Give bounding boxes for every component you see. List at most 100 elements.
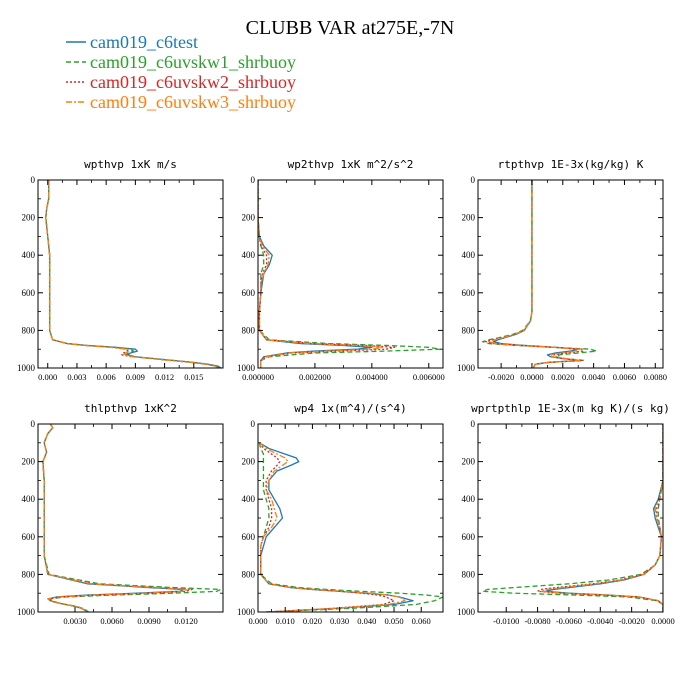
- y-tick-label: 400: [22, 494, 36, 504]
- y-tick-label: 400: [462, 494, 476, 504]
- series-line: [42, 424, 188, 612]
- x-tick-label: 0.009: [126, 372, 145, 382]
- y-tick-label: 800: [242, 325, 256, 335]
- panel-title: wp2thvp 1xK m^2/s^2: [288, 158, 414, 171]
- legend-entry: cam019_c6uvskw2_shrbuoy: [66, 72, 296, 92]
- legend-label: cam019_c6uvskw1_shrbuoy: [90, 52, 296, 72]
- legend-entry: cam019_c6uvskw1_shrbuoy: [66, 52, 296, 72]
- x-tick-label: 0.0000: [651, 616, 674, 626]
- x-tick-label: -0.0040: [587, 616, 613, 626]
- y-tick-label: 0: [251, 419, 256, 429]
- y-tick-label: 800: [462, 325, 476, 335]
- y-tick-label: 600: [242, 288, 256, 298]
- panel-title: thlpthvp 1xK^2: [84, 402, 177, 415]
- series-group: [42, 424, 222, 612]
- y-tick-label: 1000: [457, 607, 476, 617]
- x-tick-label: 0.002000: [299, 372, 331, 382]
- x-tick-label: 0.012: [155, 372, 174, 382]
- legend: cam019_c6testcam019_c6uvskw1_shrbuoycam0…: [66, 32, 296, 112]
- x-tick-label: 0.020: [303, 616, 322, 626]
- panel-title: wprtpthlp 1E-3x(m kg K)/(s kg): [471, 402, 670, 415]
- x-tick-label: -0.0080: [524, 616, 550, 626]
- y-tick-label: 200: [242, 457, 256, 467]
- panel: wprtpthlp 1E-3x(m kg K)/(s kg) 0 200 400 600…: [457, 402, 675, 626]
- y-tick-label: 400: [242, 494, 256, 504]
- x-tick-label: 0.0020: [551, 372, 574, 382]
- x-tick-label: 0.060: [412, 616, 431, 626]
- x-tick-label: 0.050: [384, 616, 403, 626]
- y-tick-label: 200: [22, 213, 36, 223]
- figure-title: CLUBB VAR at275E,-7N: [246, 17, 455, 39]
- y-tick-label: 0: [31, 175, 36, 185]
- panel-title: rtpthvp 1E-3x(kg/kg) K: [498, 158, 644, 171]
- series-group: [482, 424, 663, 612]
- y-tick-label: 400: [462, 250, 476, 260]
- y-tick-label: 200: [22, 457, 36, 467]
- x-tick-label: 0.006: [97, 372, 116, 382]
- y-tick-label: 400: [242, 250, 256, 260]
- series-line: [258, 180, 384, 368]
- series-line: [258, 442, 406, 612]
- legend-label: cam019_c6test: [90, 32, 198, 52]
- y-tick-label: 200: [242, 213, 256, 223]
- y-tick-label: 600: [242, 532, 256, 542]
- y-tick-label: 800: [462, 569, 476, 579]
- x-tick-label: 0.0060: [100, 616, 123, 626]
- y-tick-label: 800: [242, 569, 256, 579]
- x-tick-label: 0.000: [248, 616, 267, 626]
- x-tick-label: 0.0080: [644, 372, 667, 382]
- x-tick-label: 0.004000: [356, 372, 388, 382]
- x-tick-label: 0.0060: [613, 372, 636, 382]
- panel: rtpthvp 1E-3x(kg/kg) K 0 200 400 600 800 1000 -…: [457, 158, 667, 382]
- y-tick-label: 1000: [237, 607, 256, 617]
- y-tick-label: 1000: [237, 363, 256, 373]
- x-tick-label: 0.0120: [174, 616, 197, 626]
- series-group: [481, 180, 598, 368]
- y-tick-label: 200: [462, 213, 476, 223]
- series-group: [258, 442, 443, 612]
- y-tick-label: 0: [471, 419, 476, 429]
- x-tick-label: 0.030: [330, 616, 349, 626]
- x-tick-label: 0.0040: [582, 372, 605, 382]
- panel: thlpthvp 1xK^2 0 200 400 600 800 1000 0.0030 0.0…: [17, 402, 224, 626]
- x-tick-label: 0.000: [38, 372, 57, 382]
- y-tick-label: 1000: [457, 363, 476, 373]
- legend-label: cam019_c6uvskw2_shrbuoy: [90, 72, 296, 92]
- y-tick-label: 800: [22, 325, 36, 335]
- x-tick-label: 0.015: [184, 372, 203, 382]
- y-tick-label: 800: [22, 569, 36, 579]
- series-line: [45, 180, 219, 368]
- y-tick-label: 0: [471, 175, 476, 185]
- x-tick-label: 0.0000: [520, 372, 543, 382]
- x-tick-label: 0.0030: [63, 616, 86, 626]
- legend-label: cam019_c6uvskw3_shrbuoy: [90, 92, 296, 112]
- series-line: [540, 424, 663, 612]
- x-tick-label: 0.040: [357, 616, 376, 626]
- panel-title: wp4 1x(m^4)/(s^4): [294, 402, 407, 415]
- x-tick-label: 0.006000: [413, 372, 445, 382]
- x-tick-label: 0.003: [67, 372, 86, 382]
- y-tick-label: 600: [462, 288, 476, 298]
- legend-entry: cam019_c6test: [66, 32, 198, 52]
- x-tick-label: 0.010: [276, 616, 295, 626]
- x-tick-label: -0.0020: [488, 372, 514, 382]
- x-tick-label: -0.0020: [619, 616, 645, 626]
- series-line: [488, 180, 581, 368]
- series-group: [45, 180, 222, 368]
- y-tick-label: 200: [462, 457, 476, 467]
- y-tick-label: 600: [22, 532, 36, 542]
- y-tick-label: 600: [462, 532, 476, 542]
- panel-title: wpthvp 1xK m/s: [84, 158, 177, 171]
- x-tick-label: -0.0100: [493, 616, 519, 626]
- y-tick-label: 600: [22, 288, 36, 298]
- x-tick-label: 0.000000: [242, 372, 274, 382]
- y-tick-label: 1000: [17, 607, 36, 617]
- y-tick-label: 400: [22, 250, 36, 260]
- y-tick-label: 0: [31, 419, 36, 429]
- legend-entry: cam019_c6uvskw3_shrbuoy: [66, 92, 296, 112]
- y-tick-label: 1000: [17, 363, 36, 373]
- x-tick-label: -0.0060: [556, 616, 582, 626]
